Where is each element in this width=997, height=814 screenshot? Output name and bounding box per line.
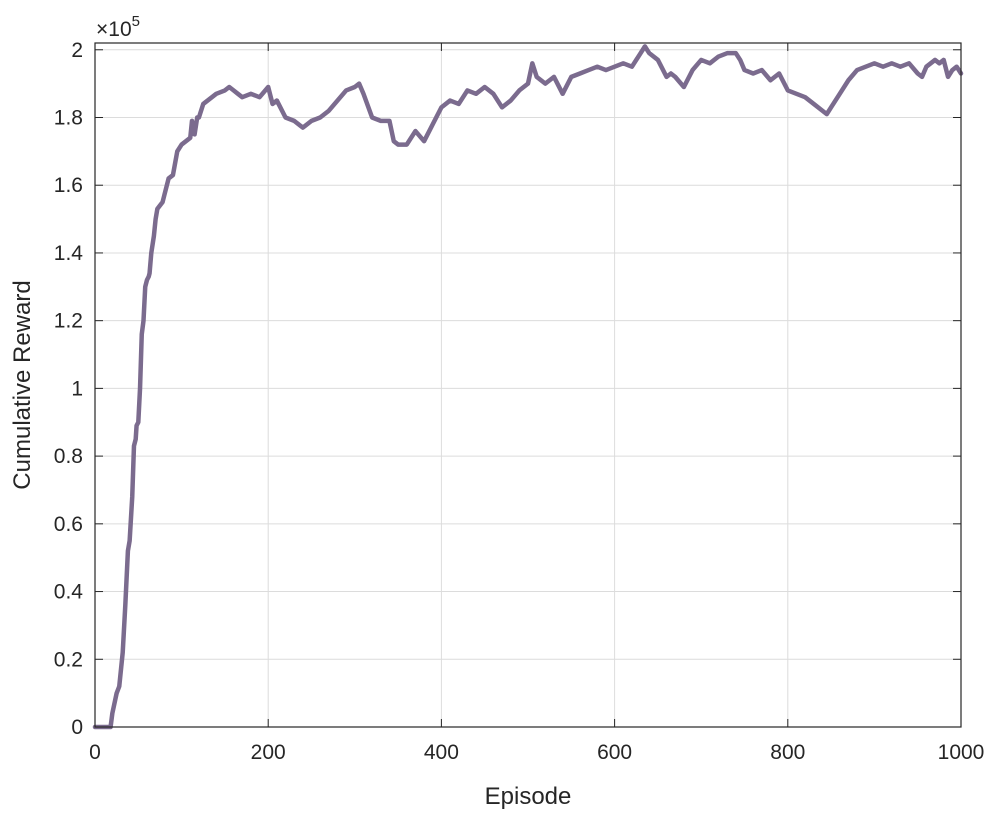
- y-tick-label: 0: [71, 716, 83, 739]
- y-axis-label: Cumulative Reward: [9, 280, 36, 489]
- y-tick-label: 1.6: [54, 174, 83, 197]
- grid-lines: [95, 43, 961, 727]
- x-axis-label: Episode: [485, 783, 572, 810]
- x-tick-labels: 0 200 400 600 800 1000: [89, 741, 984, 764]
- x-tick-label: 200: [251, 741, 286, 764]
- plot-background: [95, 43, 961, 727]
- y-tick-label: 0.8: [54, 445, 83, 468]
- y-tick-label: 1: [71, 377, 83, 400]
- y-tick-label: 2: [71, 39, 83, 62]
- x-tick-label: 600: [597, 741, 632, 764]
- series-line: [92, 44, 964, 730]
- y-tick-labels: 0 0.2 0.4 0.6 0.8 1 1.2 1.4 1.6 1.8 2: [54, 39, 84, 739]
- x-tick-label: 400: [424, 741, 459, 764]
- y-exponent-label: ×105: [96, 13, 140, 41]
- y-tick-label: 0.6: [54, 513, 83, 536]
- y-tick-label: 0.2: [54, 648, 83, 671]
- y-tick-label: 1.2: [54, 310, 83, 333]
- plot-frame: [94, 42, 962, 728]
- y-tick-label: 0.4: [54, 581, 84, 604]
- y-tick-label: 1.4: [54, 242, 84, 265]
- x-tick-label: 0: [89, 741, 101, 764]
- axis-ticks: [94, 43, 962, 728]
- x-tick-label: 1000: [938, 741, 985, 764]
- y-tick-label: 1.8: [54, 106, 83, 129]
- x-tick-label: 800: [770, 741, 805, 764]
